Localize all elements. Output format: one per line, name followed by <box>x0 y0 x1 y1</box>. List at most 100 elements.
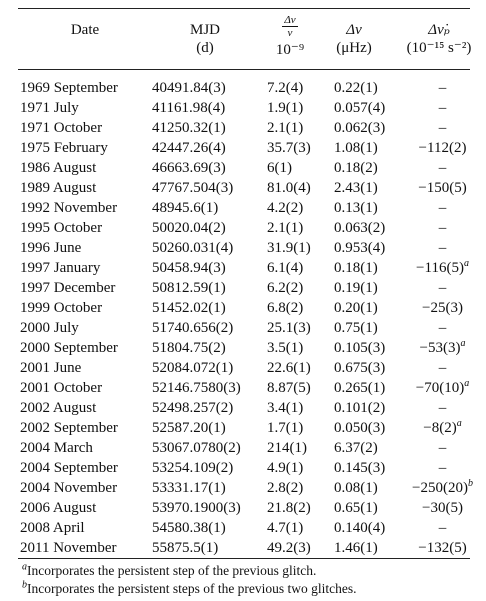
cell-delta-nu: 6.37(2) <box>334 440 378 456</box>
cell-delta-nudot: – <box>438 400 447 416</box>
cell-relative: 2.1(1) <box>267 220 304 236</box>
cell-relative: 35.7(3) <box>267 140 311 156</box>
column-header-date: Date <box>70 22 100 38</box>
cell-delta-nu: 0.145(3) <box>334 460 386 476</box>
cell-delta-nu: 0.050(3) <box>334 420 386 436</box>
cell-relative: 31.9(1) <box>267 240 311 256</box>
table-top-rule <box>18 8 470 9</box>
cell-delta-nu: 0.953(4) <box>334 240 386 256</box>
cell-relative: 2.1(1) <box>267 120 304 136</box>
cell-delta-nudot: – <box>438 240 447 256</box>
cell-mjd: 41250.32(1) <box>152 120 226 136</box>
footnote-marker: b <box>467 478 473 489</box>
cell-relative: 3.5(1) <box>267 340 304 356</box>
cell-delta-nu: 0.105(3) <box>334 340 386 356</box>
cell-mjd: 55875.5(1) <box>152 540 219 556</box>
cell-mjd: 50020.04(2) <box>152 220 226 236</box>
cell-mjd: 40491.84(3) <box>152 80 226 96</box>
cell-mjd: 46663.69(3) <box>152 160 226 176</box>
cell-mjd: 51452.02(1) <box>152 300 226 316</box>
cell-mjd: 52146.7580(3) <box>152 380 241 396</box>
cell-relative: 4.2(2) <box>267 200 304 216</box>
table-row: 1971 July 41161.98(4) 1.9(1) 0.057(4) – <box>0 98 486 118</box>
cell-delta-nu: 0.140(4) <box>334 520 386 536</box>
table-row: 1971 October 41250.32(1) 2.1(1) 0.062(3) – <box>0 118 486 138</box>
cell-mjd: 50260.031(4) <box>152 240 234 256</box>
cell-mjd: 53254.109(2) <box>152 460 234 476</box>
table-row: 2006 August 53970.1900(3) 21.8(2) 0.65(1) −3… <box>0 498 486 518</box>
cell-mjd: 53067.0780(2) <box>152 440 241 456</box>
table-row: 2001 June 52084.072(1) 22.6(1) 0.675(3) – <box>0 358 486 378</box>
table-footnotes: aIncorporates the persistent step of the… <box>22 562 357 598</box>
cell-delta-nudot: −250(20)b <box>412 478 473 497</box>
table-row: 2002 August 52498.257(2) 3.4(1) 0.101(2) – <box>0 398 486 418</box>
table-row: 1992 November 48945.6(1) 4.2(2) 0.13(1) – <box>0 198 486 218</box>
cell-mjd: 53331.17(1) <box>152 480 226 496</box>
cell-date: 1997 January <box>20 260 101 276</box>
cell-delta-nu: 0.265(1) <box>334 380 386 396</box>
cell-delta-nu: 2.43(1) <box>334 180 378 196</box>
cell-mjd: 41161.98(4) <box>152 100 226 116</box>
cell-delta-nudot: −112(2) <box>418 140 467 156</box>
cell-relative: 6.2(2) <box>267 280 304 296</box>
cell-relative: 214(1) <box>267 440 307 456</box>
cell-mjd: 53970.1900(3) <box>152 500 241 516</box>
table-row: 1997 January 50458.94(3) 6.1(4) 0.18(1) −116… <box>0 258 486 278</box>
column-header-delta-nudot: Δν̇ₚ (10⁻¹⁵ s⁻²) <box>395 21 483 57</box>
cell-relative: 6(1) <box>267 160 292 176</box>
column-unit-mjd: (d) <box>196 40 214 56</box>
table-row: 1969 September 40491.84(3) 7.2(4) 0.22(1) – <box>0 78 486 98</box>
column-header-delta-nu: Δν (μHz) <box>318 21 390 57</box>
cell-delta-nu: 1.46(1) <box>334 540 378 556</box>
cell-delta-nudot: −132(5) <box>418 540 467 556</box>
cell-date: 1971 July <box>20 100 79 116</box>
cell-mjd: 48945.6(1) <box>152 200 219 216</box>
table-header-rule <box>18 69 470 70</box>
cell-delta-nudot: – <box>438 100 447 116</box>
cell-delta-nu: 0.19(1) <box>334 280 378 296</box>
cell-date: 1999 October <box>20 300 103 316</box>
cell-delta-nudot: – <box>438 280 447 296</box>
cell-delta-nu: 0.13(1) <box>334 200 378 216</box>
cell-mjd: 47767.504(3) <box>152 180 234 196</box>
cell-delta-nu: 0.65(1) <box>334 500 378 516</box>
cell-delta-nudot: −25(3) <box>422 300 463 316</box>
table-row: 2000 September 51804.75(2) 3.5(1) 0.105(3) −… <box>0 338 486 358</box>
cell-date: 1975 February <box>20 140 108 156</box>
cell-delta-nudot: −30(5) <box>422 500 463 516</box>
cell-date: 1971 October <box>20 120 103 136</box>
column-header-relative-glitch: Δν ν 10⁻⁹ <box>260 14 320 59</box>
cell-delta-nu: 0.063(2) <box>334 220 386 236</box>
cell-delta-nudot: −8(2)a <box>423 418 462 437</box>
cell-delta-nudot: – <box>438 320 447 336</box>
cell-date: 1989 August <box>20 180 97 196</box>
table-row: 1975 February 42447.26(4) 35.7(3) 1.08(1) −1… <box>0 138 486 158</box>
cell-delta-nu: 0.75(1) <box>334 320 378 336</box>
cell-delta-nudot: −116(5)a <box>416 258 469 277</box>
cell-delta-nudot: – <box>438 360 447 376</box>
table-row: 1995 October 50020.04(2) 2.1(1) 0.063(2) – <box>0 218 486 238</box>
cell-date: 1995 October <box>20 220 103 236</box>
table-body: 1969 September 40491.84(3) 7.2(4) 0.22(1) – 1… <box>0 78 486 558</box>
cell-relative: 49.2(3) <box>267 540 311 556</box>
cell-delta-nudot: −150(5) <box>418 180 467 196</box>
table-row: 2001 October 52146.7580(3) 8.87(5) 0.265(1)… <box>0 378 486 398</box>
footnote-a: aIncorporates the persistent step of the… <box>22 561 317 578</box>
cell-relative: 4.9(1) <box>267 460 304 476</box>
cell-relative: 8.87(5) <box>267 380 311 396</box>
cell-delta-nu: 0.22(1) <box>334 80 378 96</box>
cell-delta-nu: 1.08(1) <box>334 140 378 156</box>
column-header-mjd: MJD (d) <box>160 21 250 57</box>
cell-date: 1992 November <box>20 200 118 216</box>
footnote-marker: a <box>464 378 470 389</box>
fraction-delta-nu-over-nu: Δν ν <box>282 14 298 39</box>
cell-relative: 1.7(1) <box>267 420 304 436</box>
footnote-marker: a <box>460 338 466 349</box>
table-row: 2011 November 55875.5(1) 49.2(3) 1.46(1) −13… <box>0 538 486 558</box>
cell-delta-nu: 0.675(3) <box>334 360 386 376</box>
table-row: 2008 April 54580.38(1) 4.7(1) 0.140(4) – <box>0 518 486 538</box>
cell-date: 1996 June <box>20 240 82 256</box>
column-unit-delta-nu: (μHz) <box>336 40 372 56</box>
table-row: 1996 June 50260.031(4) 31.9(1) 0.953(4) – <box>0 238 486 258</box>
table-row: 1989 August 47767.504(3) 81.0(4) 2.43(1) −15… <box>0 178 486 198</box>
